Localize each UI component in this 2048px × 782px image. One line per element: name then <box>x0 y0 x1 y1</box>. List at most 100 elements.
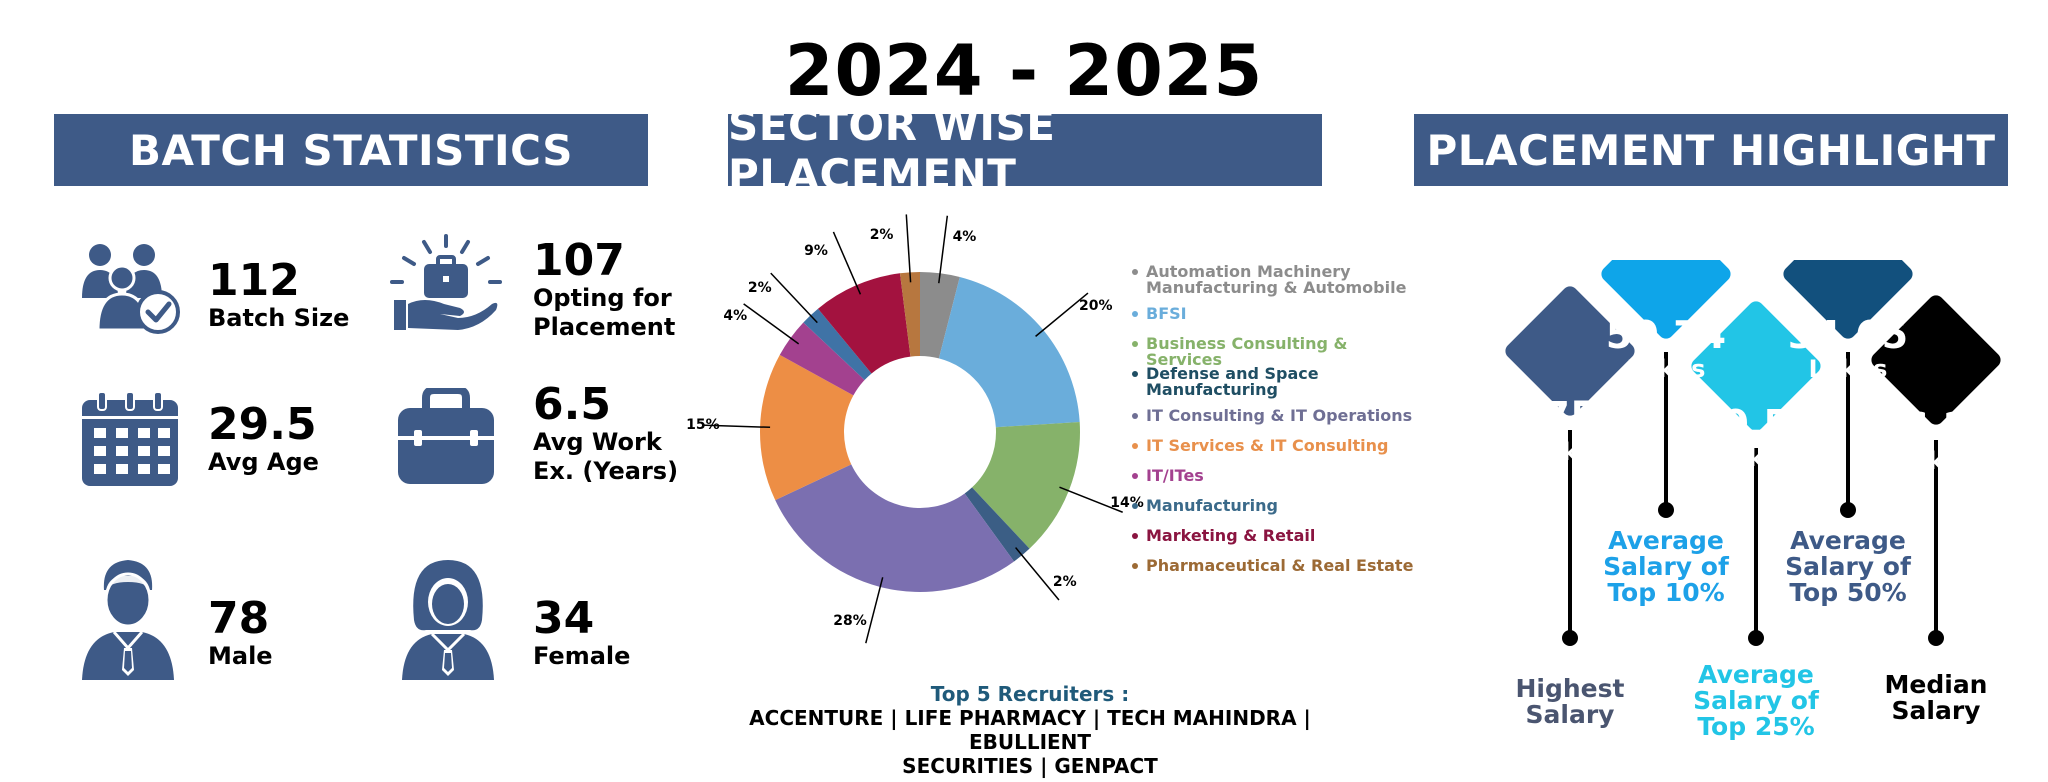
legend-text-1-1: Automation Machinery <box>1146 262 1351 281</box>
donut-label-9: 9% <box>804 243 828 260</box>
opting-label-1: Opting for <box>533 284 672 312</box>
median-caption-2: Salary <box>1891 696 1981 725</box>
hand-briefcase-icon <box>390 234 502 330</box>
top50-caption-1: Average <box>1790 526 1906 555</box>
male-stat: 78 Male <box>208 596 273 671</box>
highest-salary-value: 75 <box>1542 394 1598 440</box>
top25-unit: Lakhs <box>1716 444 1796 472</box>
highlight-diamonds <box>1505 260 2001 646</box>
male-label: Male <box>208 642 273 670</box>
top50-caption-3: Top 50% <box>1789 578 1907 607</box>
sector-placement-banner: SECTOR WISE PLACEMENT <box>728 101 1322 199</box>
highest-caption-2: Salary <box>1525 700 1615 729</box>
batch-size-stat: 112 Batch Size <box>208 258 349 333</box>
legend-item-9: Marketing & Retail <box>1132 526 1426 545</box>
legend-item-7: IT/ITes <box>1132 466 1426 485</box>
donut-leader-8 <box>770 272 818 324</box>
median-value-block: 26.25 Lakhs <box>1866 406 2006 474</box>
top25-value-block: 40.58 Lakhs <box>1686 403 1826 471</box>
legend-dot-10 <box>1132 563 1138 569</box>
legend-item-3: Business Consulting & Services <box>1132 334 1426 369</box>
top25-caption: Average Salary of Top 25% <box>1681 662 1831 740</box>
donut-leader-3 <box>1059 486 1123 513</box>
legend-dot-2 <box>1132 311 1138 317</box>
top25-caption-3: Top 25% <box>1697 712 1815 741</box>
donut-slice-7 <box>779 322 865 396</box>
highest-caption-1: Highest <box>1515 674 1625 703</box>
batch-size-value: 112 <box>208 255 300 306</box>
legend-item-10: Pharmaceutical & Real Estate <box>1132 558 1426 574</box>
top50-value-block: 34.65 Lakhs <box>1778 314 1918 382</box>
legend-dot-3 <box>1132 341 1138 347</box>
donut-slice-3 <box>972 421 1080 549</box>
work-ex-label-2: Ex. (Years) <box>533 457 679 485</box>
legend-item-2: BFSI <box>1132 304 1426 323</box>
legend-dot-8 <box>1132 503 1138 509</box>
donut-leader-10 <box>905 214 912 283</box>
female-avatar-icon <box>402 560 494 680</box>
legend-text-8-1: Manufacturing <box>1146 496 1278 515</box>
donut-label-8: 2% <box>747 280 772 297</box>
legend-item-5: IT Consulting & IT Operations <box>1132 408 1426 424</box>
female-label: Female <box>533 642 631 670</box>
opting-stat: 107 Opting for Placement <box>533 238 675 342</box>
work-ex-stat: 6.5 Avg Work Ex. (Years) <box>533 382 678 486</box>
legend-dot-6 <box>1132 443 1138 449</box>
legend-text-9-1: Marketing & Retail <box>1146 526 1316 545</box>
top10-value-block: 50.74 Lakhs <box>1596 314 1736 382</box>
top-recruiters-list: ACCENTURE | LIFE PHARMACY | TECH MAHINDR… <box>700 706 1360 778</box>
calendar-icon <box>82 391 178 486</box>
legend-item-1: Automation Machinery Manufacturing & Auto… <box>1132 262 1426 297</box>
work-ex-label-1: Avg Work <box>533 428 662 456</box>
median-unit: Lakhs <box>1896 447 1976 475</box>
legend-text-1-2: Manufacturing & Automobile <box>1146 278 1407 297</box>
top-recruiters-title: Top 5 Recruiters : <box>930 682 1130 706</box>
highest-salary-diamond <box>1505 286 1635 416</box>
top25-caption-2: Salary of <box>1693 686 1819 715</box>
avg-age-value: 29.5 <box>208 399 317 450</box>
top50-caption-2: Salary of <box>1785 552 1911 581</box>
page-title: 2024 - 2025 <box>784 30 1264 112</box>
donut-leader-7 <box>743 303 800 345</box>
legend-text-2-1: BFSI <box>1146 304 1187 323</box>
donut-label-1: 4% <box>952 228 977 245</box>
legend-dot-1 <box>1132 269 1138 275</box>
top10-unit: Lakhs <box>1626 355 1706 383</box>
donut-slice-5 <box>775 464 1015 592</box>
donut-label-2: 20% <box>1079 298 1113 315</box>
top10-caption: Average Salary of Top 10% <box>1591 528 1741 606</box>
donut-slice-10 <box>899 272 920 357</box>
highest-salary-value-block: 75 Lakhs <box>1510 396 1630 466</box>
top10-value: 50.74 <box>1605 313 1727 357</box>
legend-text-7-1: IT/ITes <box>1146 466 1204 485</box>
group-check-icon <box>82 244 180 334</box>
donut-label-6: 15% <box>686 416 720 433</box>
legend-item-4: Defense and Space Manufacturing <box>1132 364 1426 398</box>
avg-age-stat: 29.5 Avg Age <box>208 402 319 477</box>
top50-caption: Average Salary of Top 50% <box>1773 528 1923 606</box>
median-caption: Median Salary <box>1866 672 2006 724</box>
legend-item-8: Manufacturing <box>1132 496 1426 515</box>
donut-label-7: 4% <box>723 307 748 324</box>
legend-text-3-1: Business Consulting & Services <box>1146 334 1348 369</box>
donut-label-4: 2% <box>1052 574 1077 591</box>
legend-dot-4 <box>1132 371 1138 377</box>
placement-highlight-banner: PLACEMENT HIGHLIGHT <box>1414 114 2008 186</box>
legend-text-6-1: IT Services & IT Consulting <box>1146 436 1389 455</box>
donut-leader-5 <box>865 577 884 644</box>
legend-dot-9 <box>1132 533 1138 539</box>
legend-dot-5 <box>1132 413 1138 419</box>
top10-diamond <box>1601 260 1731 339</box>
median-value: 26.25 <box>1875 405 1997 449</box>
top10-caption-3: Top 10% <box>1607 578 1725 607</box>
legend-dot-7 <box>1132 473 1138 479</box>
legend-text-4-1: Defense and Space <box>1146 364 1319 383</box>
donut-slice-2 <box>938 277 1080 428</box>
median-caption-1: Median <box>1884 670 1988 699</box>
donut-leader-1 <box>938 215 949 284</box>
donut-slice-8 <box>803 308 872 380</box>
median-salary-diamond <box>1871 295 2001 425</box>
donut-label-5: 28% <box>833 612 867 629</box>
donut-leader-4 <box>1015 547 1060 601</box>
batch-size-label: Batch Size <box>208 304 350 332</box>
